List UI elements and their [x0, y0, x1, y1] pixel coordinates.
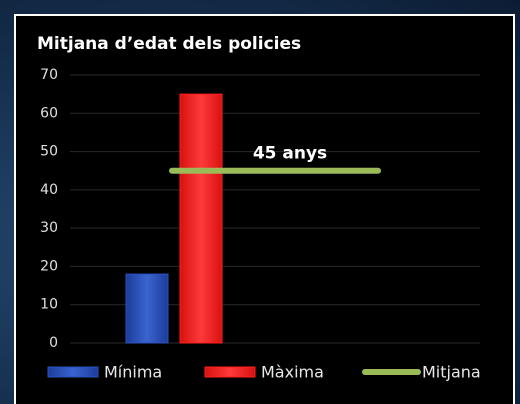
y-tick-label: 40: [40, 182, 58, 198]
y-tick-label: 0: [49, 335, 58, 351]
y-tick-label: 70: [40, 67, 58, 83]
legend-swatch: [204, 366, 256, 378]
y-tick-label: 60: [40, 105, 58, 121]
y-tick-label: 20: [40, 258, 58, 274]
legend-label: Màxima: [261, 363, 324, 382]
value-label: 45 anys: [253, 144, 327, 164]
legend-swatch: [47, 366, 99, 378]
chart-panel: [14, 14, 515, 404]
legend-label: Mínima: [104, 363, 162, 382]
chart-title: Mitjana d’edat dels policies: [37, 34, 301, 54]
y-tick-label: 50: [40, 144, 58, 160]
y-tick-label: 10: [40, 297, 58, 313]
bar: [179, 93, 223, 344]
y-tick-label: 30: [40, 220, 58, 236]
legend-label: Mitjana: [422, 363, 481, 382]
bar: [125, 273, 169, 344]
